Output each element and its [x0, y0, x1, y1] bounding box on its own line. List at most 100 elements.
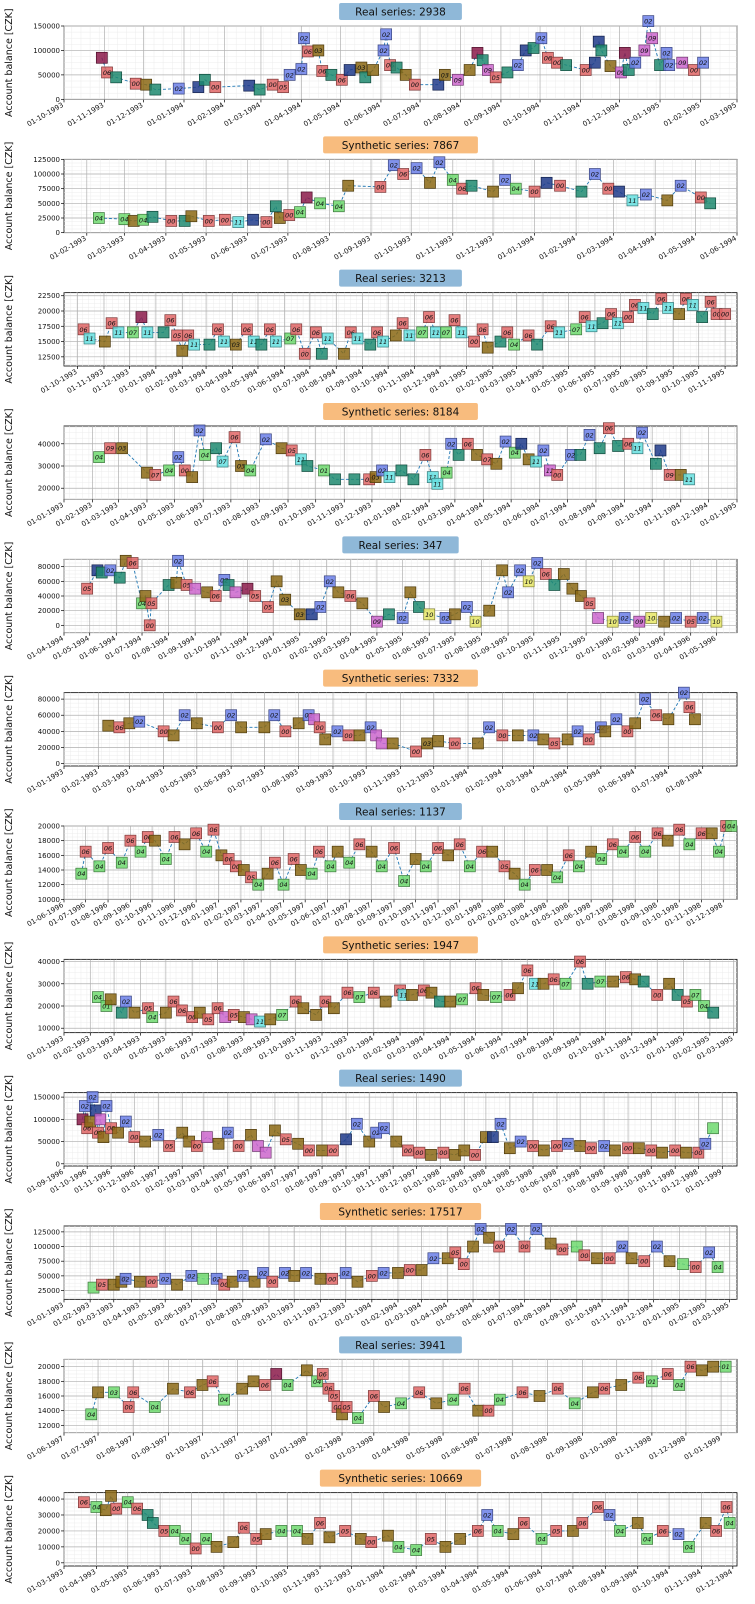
data-point: 02	[670, 612, 682, 624]
data-point	[477, 989, 490, 1001]
data-point	[574, 449, 587, 461]
data-point-marker	[517, 1517, 530, 1529]
data-point	[189, 582, 202, 595]
data-point-label: 04	[279, 881, 287, 889]
data-point	[503, 1142, 516, 1155]
data-point-marker	[260, 216, 273, 228]
data-point: 02	[639, 693, 651, 705]
data-point-label: 06	[214, 326, 222, 334]
x-tick-label: 01-03-1994	[575, 234, 615, 262]
data-point	[439, 1541, 452, 1553]
data-point-marker	[474, 1223, 487, 1235]
data-point-marker	[202, 215, 215, 227]
data-point-label: 06	[186, 1389, 194, 1397]
data-point-label: 06	[420, 987, 428, 995]
data-point-marker	[570, 1240, 583, 1253]
data-point	[588, 56, 601, 69]
data-point-marker	[499, 174, 511, 186]
data-point-marker	[632, 1371, 645, 1384]
data-point: 11	[626, 194, 639, 207]
data-point-label: 04	[283, 1382, 291, 1390]
data-point-marker	[329, 473, 341, 486]
data-point-marker	[409, 853, 422, 865]
data-point-marker	[112, 1126, 124, 1139]
y-tick-label: 125000	[33, 156, 60, 164]
data-point: 04	[617, 845, 629, 858]
data-point	[301, 460, 314, 472]
data-point: 06	[113, 721, 126, 734]
data-point: 04	[683, 1541, 695, 1553]
data-point-label: 00	[471, 1151, 479, 1159]
data-point: 04	[75, 867, 88, 880]
data-point-label: 04	[139, 216, 147, 224]
data-point: 02	[703, 1246, 716, 1259]
data-point: 06	[695, 827, 708, 840]
data-point: 00	[582, 733, 595, 746]
data-point: 02	[236, 1270, 249, 1282]
data-point: 10	[710, 615, 723, 628]
data-point-marker	[78, 1496, 90, 1509]
data-point: 00	[688, 64, 700, 76]
x-tick-label: 01-11-1998	[614, 1434, 653, 1461]
data-point	[157, 326, 170, 339]
data-point	[637, 975, 650, 988]
data-point	[332, 586, 345, 599]
data-point-marker	[344, 326, 357, 339]
y-tick-label: 50000	[38, 1138, 60, 1146]
y-tick-label: 12500	[38, 353, 60, 361]
data-point-marker	[457, 1258, 470, 1270]
data-point-label: 06	[722, 1504, 730, 1512]
data-point: 00	[493, 1240, 506, 1253]
data-point-marker	[677, 1258, 689, 1270]
data-point-marker	[123, 717, 136, 730]
data-point-marker	[403, 329, 416, 342]
y-tick-label: 60000	[38, 712, 60, 720]
data-point	[149, 834, 161, 847]
data-point: 04	[314, 197, 326, 210]
data-point	[527, 42, 540, 54]
data-point	[399, 69, 412, 81]
x-tick-label: 01-03-1995	[699, 101, 738, 128]
data-point: 06	[547, 973, 560, 986]
y-tick-label: 0	[56, 1160, 60, 1168]
data-point-marker	[629, 831, 642, 843]
data-point-marker	[711, 1261, 724, 1273]
data-point	[650, 457, 662, 470]
x-tick-label: 01-01-1998	[269, 1434, 308, 1461]
data-point: 02	[499, 435, 512, 448]
data-point: 06	[102, 842, 114, 854]
data-point-marker	[277, 81, 289, 93]
data-point	[561, 733, 574, 746]
data-point: 00	[401, 1144, 414, 1157]
data-point-label: 11	[429, 474, 437, 482]
data-point-label: 06	[386, 62, 394, 70]
data-point: 06	[469, 982, 482, 995]
data-point: 02	[603, 1509, 616, 1521]
data-point: 05	[158, 1525, 171, 1537]
data-point-label: 02	[429, 1255, 437, 1263]
data-point: 02	[350, 1117, 363, 1130]
data-point-marker	[496, 729, 509, 742]
data-point	[707, 1006, 720, 1019]
data-point-label: 02	[441, 615, 449, 623]
data-point-marker	[210, 1541, 223, 1553]
data-point-marker	[343, 64, 356, 76]
data-point	[661, 194, 674, 207]
data-point-label: 01	[102, 1003, 110, 1011]
data-point: 02	[172, 451, 185, 463]
data-point-label: 00	[285, 212, 293, 220]
data-point: 00	[145, 1275, 158, 1288]
data-point	[496, 564, 508, 577]
data-point: 00	[212, 721, 224, 734]
data-point	[494, 335, 507, 348]
data-point-marker	[318, 464, 330, 477]
data-point-marker	[96, 1278, 108, 1291]
data-point: 02	[512, 59, 524, 71]
data-point-label: 06	[399, 171, 407, 179]
data-point-marker	[353, 838, 366, 851]
data-point	[574, 1140, 586, 1152]
data-point-marker	[483, 721, 495, 734]
data-point-label: 02	[316, 604, 324, 612]
data-point-label: 06	[170, 834, 178, 842]
data-point	[261, 867, 274, 880]
